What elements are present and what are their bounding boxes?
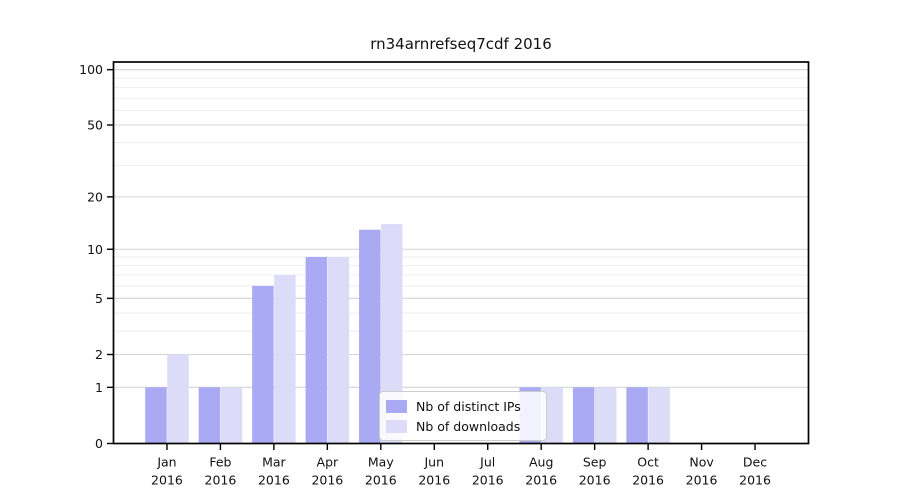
x-tick-month: Apr [317,455,339,470]
x-tick-year: 2016 [739,473,771,488]
y-tick-label: 100 [79,62,103,77]
y-tick-label: 1 [95,380,103,395]
plot-frame [112,61,810,445]
x-tick-month: Jul [479,455,495,470]
legend-label-downloads: Nb of downloads [416,418,521,434]
x-tick-month: Dec [743,455,767,470]
y-tick-label: 2 [95,347,103,362]
x-tick-month: Nov [689,455,714,470]
bar-series-1 [167,224,670,444]
bar-oct-s0 [626,387,648,444]
x-tick-year: 2016 [311,473,343,488]
bar-sep-s0 [572,387,595,444]
legend-swatch-downloads [386,419,407,433]
bar-mar-s0 [252,285,274,444]
bar-sep-s1 [594,387,617,444]
x-tick-year: 2016 [525,473,557,488]
bar-feb-s1 [220,387,243,444]
bar-apr-s1 [327,256,350,444]
bar-mar-s1 [274,275,296,444]
x-tick-year: 2016 [686,473,718,488]
bar-jan-s1 [167,354,189,444]
x-axis: Jan 2016 Feb 2016 Mar 2016 Apr 2016 May 2016 Jun 20… [151,443,771,488]
chart-legend: Nb of distinct IPs Nb of downloads [379,391,547,441]
x-tick-year: 2016 [365,473,397,488]
y-tick-label: 0 [95,436,103,451]
x-tick-year: 2016 [151,473,183,488]
legend-label-distinct-ips: Nb of distinct IPs [416,398,521,414]
x-tick-year: 2016 [205,473,237,488]
x-tick-month: May [368,455,394,470]
minor-gridlines [113,77,809,332]
x-tick-month: Mar [262,455,286,470]
x-tick-month: Feb [209,455,231,470]
y-tick-label: 20 [87,189,103,204]
bar-feb-s0 [198,387,221,444]
y-tick-label: 10 [87,242,103,257]
legend-swatch-distinct-ips [386,399,407,413]
x-tick-year: 2016 [632,473,664,488]
major-gridlines [113,69,809,388]
y-tick-label: 5 [95,291,103,306]
bar-jan-s0 [145,387,167,444]
x-tick-year: 2016 [472,473,504,488]
bar-oct-s1 [648,387,670,444]
y-tick-label: 50 [87,117,103,132]
x-tick-month: Oct [637,455,659,470]
legend-item: Nb of distinct IPs [386,399,546,414]
x-tick-month: Aug [529,455,553,470]
x-tick-year: 2016 [579,473,611,488]
x-tick-year: 2016 [258,473,290,488]
x-tick-month: Sep [583,455,607,470]
x-tick-month: Jan [156,455,176,470]
bar-may-s0 [359,229,381,444]
x-tick-month: Jun [424,455,445,470]
legend-item: Nb of downloads [386,419,546,434]
bar-may-s1 [381,224,403,444]
bar-apr-s0 [305,256,328,444]
chart-title: rn34arnrefseq7cdf 2016 [370,35,552,53]
y-axis: 0 1 2 5 10 20 50 100 [79,62,114,451]
x-tick-year: 2016 [418,473,450,488]
